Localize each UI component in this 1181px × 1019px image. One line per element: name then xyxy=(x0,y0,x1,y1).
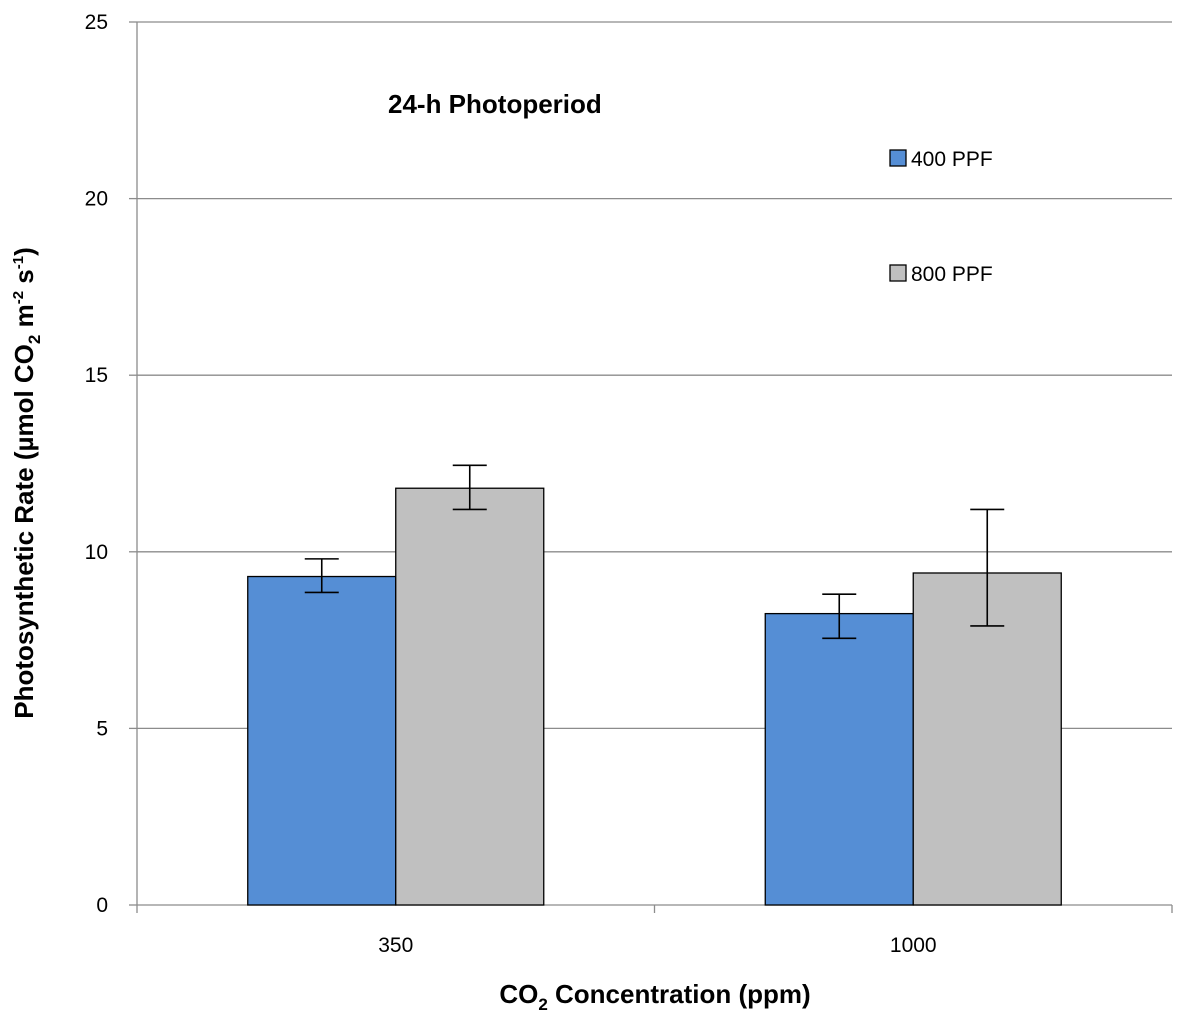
bars xyxy=(247,487,1062,906)
y-axis-title-part2: m xyxy=(9,304,39,334)
y-tick-label-20: 20 xyxy=(85,188,108,211)
x-tick-label-350: 350 xyxy=(378,934,413,957)
y-tick-label-15: 15 xyxy=(85,364,108,387)
y-axis-title-sup1: -2 xyxy=(10,291,27,304)
x-tick-label-1000: 1000 xyxy=(890,934,937,957)
bar-800-ppf-350 xyxy=(395,487,545,906)
legend-label-800-ppf: 800 PPF xyxy=(911,263,993,286)
y-axis-title-sub1: 2 xyxy=(25,335,44,344)
y-tick-label-10: 10 xyxy=(85,541,108,564)
legend-swatch-800-ppf xyxy=(889,264,907,282)
legend-label-400-ppf: 400 PPF xyxy=(911,148,993,171)
y-axis-title: Photosynthetic Rate (µmol CO2 m-2 s-1) xyxy=(9,247,44,719)
chart-title: 24-h Photoperiod xyxy=(388,89,602,119)
y-axis-title-part4: ) xyxy=(9,247,39,256)
y-tick-label-5: 5 xyxy=(96,717,108,740)
bar-800-ppf-1000 xyxy=(912,572,1062,906)
x-axis-title-suffix: Concentration (ppm) xyxy=(548,979,811,1009)
y-axis-title-part3: s xyxy=(9,269,39,291)
y-tick-label-0: 0 xyxy=(96,894,108,917)
legend-swatch-400-ppf xyxy=(889,149,907,167)
y-tick-label-25: 25 xyxy=(85,11,108,34)
error-bars xyxy=(304,464,1005,640)
legend: 400 PPF 800 PPF xyxy=(889,148,993,286)
x-axis-title-subscript: 2 xyxy=(538,995,547,1014)
x-tick-labels: 350 1000 xyxy=(378,934,936,957)
bar-400-ppf-350 xyxy=(247,575,397,906)
y-axis-title-part1: Photosynthetic Rate (µmol CO xyxy=(9,344,39,719)
y-tick-labels: 0 5 10 15 20 25 xyxy=(85,11,108,917)
bar-400-ppf-1000 xyxy=(764,612,914,906)
x-axis-title-prefix: CO xyxy=(499,979,538,1009)
y-axis-title-sup2: -1 xyxy=(10,256,27,269)
x-axis-title: CO2 Concentration (ppm) xyxy=(499,979,810,1014)
